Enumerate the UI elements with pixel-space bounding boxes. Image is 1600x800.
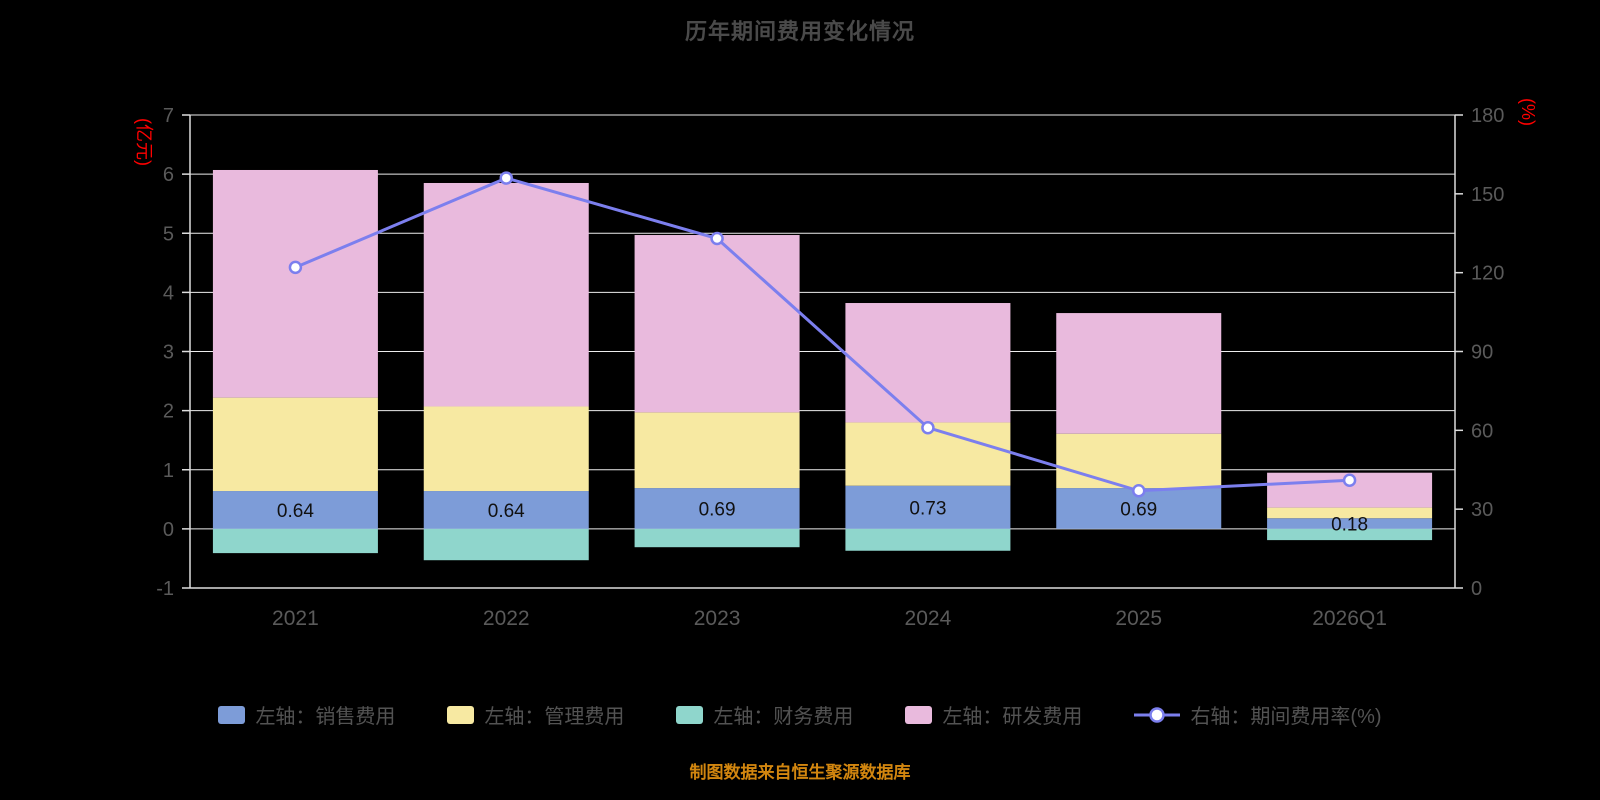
bar-segment bbox=[212, 491, 378, 529]
left-axis-tick-label: 4 bbox=[163, 282, 174, 304]
left-axis-tick-label: 1 bbox=[163, 460, 174, 482]
bar-segment bbox=[634, 488, 800, 529]
x-axis-category-label: 2025 bbox=[1115, 607, 1162, 630]
legend-swatch-icon bbox=[676, 705, 704, 724]
rate-line-marker bbox=[921, 420, 935, 435]
legend-item: 右轴：期间费用率(%) bbox=[1134, 700, 1382, 729]
x-axis-category-label: 2023 bbox=[694, 607, 741, 630]
rate-line bbox=[294, 176, 1350, 493]
legend-item: 左轴：研发费用 bbox=[905, 700, 1082, 729]
bar-value-label: 0.69 bbox=[1120, 499, 1157, 520]
chart-title: 历年期间费用变化情况 bbox=[684, 19, 915, 44]
bar-segment bbox=[634, 412, 800, 489]
legend-line-marker-icon bbox=[1134, 706, 1181, 723]
rate-line-marker bbox=[710, 231, 724, 246]
bar-segment bbox=[845, 485, 1011, 529]
left-axis-tick-label: 0 bbox=[163, 519, 174, 541]
legend-item: 左轴：销售费用 bbox=[218, 700, 395, 729]
bar-segment bbox=[423, 406, 589, 492]
x-axis-category-label: 2026Q1 bbox=[1312, 607, 1387, 630]
bar-segment bbox=[845, 303, 1011, 423]
bar-segment bbox=[423, 528, 589, 561]
bar-segment bbox=[634, 528, 800, 548]
left-axis-tick-label: 3 bbox=[163, 342, 174, 364]
bar-segment bbox=[1056, 313, 1222, 434]
left-axis-tick-label: 7 bbox=[163, 105, 174, 127]
legend-label: 左轴：研发费用 bbox=[942, 706, 1083, 728]
legend-swatch-icon bbox=[447, 705, 475, 724]
left-axis-tick-label: 5 bbox=[163, 223, 174, 245]
bar-segment bbox=[212, 397, 378, 492]
right-axis-tick-label: 0 bbox=[1471, 578, 1482, 600]
bar-segment bbox=[1267, 507, 1433, 519]
bar-value-label: 0.73 bbox=[909, 498, 946, 519]
left-axis-tick-label: 2 bbox=[163, 401, 174, 423]
left-axis-unit: (亿元) bbox=[134, 118, 154, 166]
right-axis-tick-label: 180 bbox=[1471, 105, 1504, 127]
bar-segment bbox=[212, 169, 378, 398]
x-axis-category-label: 2021 bbox=[272, 607, 319, 630]
bar-value-label: 0.18 bbox=[1331, 515, 1368, 536]
right-axis-tick-label: 150 bbox=[1471, 184, 1504, 206]
right-axis-unit: (%) bbox=[1518, 98, 1538, 126]
left-axis-tick-label: -1 bbox=[156, 578, 174, 600]
bar-segment bbox=[1056, 433, 1222, 489]
legend-label: 左轴：财务费用 bbox=[713, 706, 854, 728]
legend-label: 左轴：管理费用 bbox=[484, 706, 625, 728]
x-axis-category-label: 2024 bbox=[905, 607, 952, 630]
x-axis-category-label: 2022 bbox=[483, 607, 530, 630]
legend-item: 左轴：财务费用 bbox=[676, 700, 853, 729]
source-note: 制图数据来自恒生聚源数据库 bbox=[689, 763, 911, 782]
legend-swatch-icon bbox=[218, 705, 246, 724]
legend-label: 右轴：期间费用率(%) bbox=[1190, 706, 1382, 728]
bar-segment bbox=[423, 182, 589, 407]
legend-item: 左轴：管理费用 bbox=[447, 700, 624, 729]
legend-label: 左轴：销售费用 bbox=[255, 706, 396, 728]
chart-legend: 左轴：销售费用 左轴：管理费用 左轴：财务费用 左轴：研发费用 右轴：期间费用率(%) bbox=[0, 700, 1600, 729]
bar-segment bbox=[423, 491, 589, 529]
rate-line-marker bbox=[1132, 484, 1146, 498]
stacked-bar-line-chart: -1 0 1 2 3 4 5 6 7 0 30 60 90 120 150 180 (亿元) (%) 0.64 0.6… bbox=[134, 98, 1538, 630]
bar-value-label: 0.69 bbox=[699, 499, 736, 520]
right-axis-tick-label: 60 bbox=[1471, 420, 1493, 442]
left-axis-tick-label: 6 bbox=[163, 164, 174, 186]
right-axis-tick-label: 30 bbox=[1471, 499, 1493, 521]
bar-segment bbox=[212, 528, 378, 554]
bar-value-label: 0.64 bbox=[488, 501, 525, 522]
bar-segment bbox=[845, 528, 1011, 551]
bar-segment bbox=[1267, 518, 1433, 529]
legend-swatch-icon bbox=[905, 705, 933, 724]
bar-value-label: 0.64 bbox=[277, 501, 314, 522]
bar-segment bbox=[1267, 528, 1433, 541]
rate-line-marker bbox=[288, 260, 303, 275]
right-axis-tick-label: 120 bbox=[1471, 263, 1504, 285]
rate-line-marker bbox=[499, 171, 513, 185]
rate-line-marker bbox=[1342, 473, 1357, 488]
bar-segment bbox=[634, 235, 800, 413]
right-axis-tick-label: 90 bbox=[1471, 342, 1493, 364]
